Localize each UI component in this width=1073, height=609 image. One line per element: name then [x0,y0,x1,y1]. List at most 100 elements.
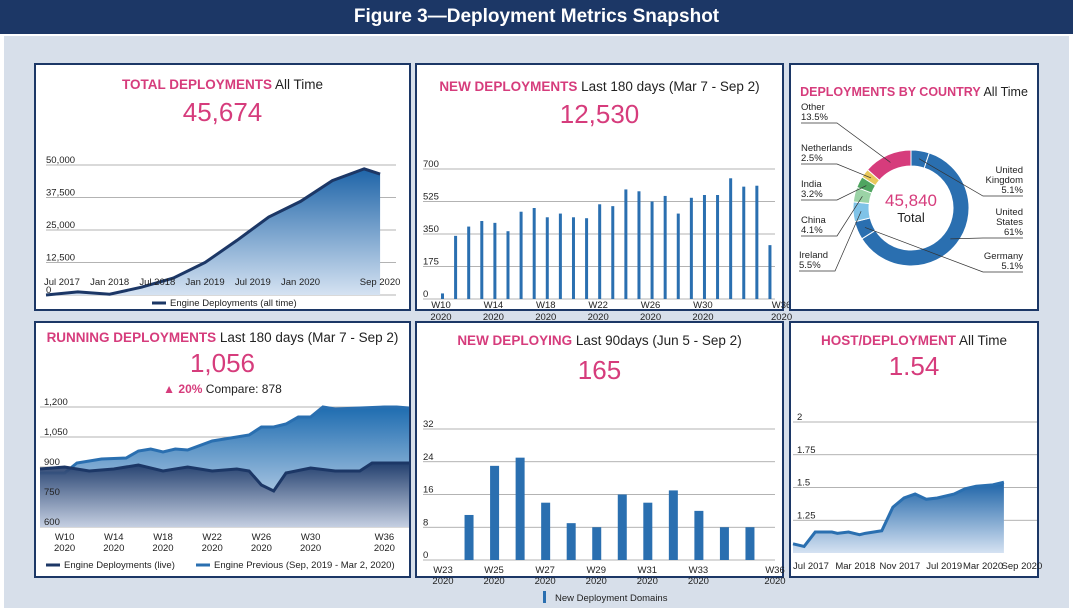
slice-label: China [801,215,827,226]
x-tick-label: W26 [641,300,661,311]
y-tick-label: 50,000 [46,155,75,166]
leader-line [918,158,1023,197]
donut-center-value: 45,840 [885,191,937,210]
y-tick-label: 175 [423,257,439,268]
x-tick-label: Jan 2019 [186,277,225,288]
bar [566,523,576,560]
series-line [40,405,410,475]
x-tick-label: 2020 [764,576,785,587]
new-deployments-value: 12,530 [559,99,640,129]
x-tick-label: W31 [638,565,658,576]
series-area [40,463,409,527]
x-tick-label: W18 [536,300,556,311]
bar [637,191,641,299]
x-tick-label: Jan 2020 [281,277,320,288]
x-tick-label: Sep 2020 [360,277,401,288]
bar [464,514,474,560]
x-tick-label: 2020 [152,543,173,554]
x-tick-label: 2020 [374,543,395,554]
new-deploying-panel: NEW DEPLOYING Last 90days (Jun 5 - Sep 2… [415,321,786,604]
x-tick-label: 2020 [483,312,504,323]
new-deploying-chart: 08162432W232020W252020W272020W292020W312… [423,419,786,604]
x-tick-label: W14 [484,300,504,311]
bar [541,502,551,560]
legend-label: Engine Deployments (all time) [170,298,297,309]
x-tick-label: Jul 2018 [139,277,175,288]
y-tick-label: 25,000 [46,220,75,231]
y-tick-label: 1.75 [797,445,816,456]
x-tick-label: 2020 [586,576,607,587]
x-tick-label: 2020 [432,576,453,587]
x-tick-label: W10 [55,532,75,543]
slice-pct: 4.1% [801,225,823,236]
x-tick-label: 2020 [54,543,75,554]
y-tick-label: 24 [423,452,434,463]
donut-center-label: Total [897,210,925,225]
total-deployments-chart: 0 12,500 25,000 37,500 50,000 Jul 2017 Jan 201… [44,155,401,309]
bar [617,494,627,560]
y-tick-label: 750 [44,487,60,498]
slice-pct: 2.5% [801,153,823,164]
host-deployment-panel: HOST/DEPLOYMENT All Time 1.54 1.25 1.5 1.7… [789,321,1042,578]
panel-title: NEW DEPLOYING Last 90days (Jun 5 - Sep 2… [417,333,782,348]
slice-label: Germany [984,251,1023,262]
x-tick-label: 2020 [251,543,272,554]
running-deployments-panel: RUNNING DEPLOYMENTS Last 180 days (Mar 7… [34,321,411,578]
panel-title-rest: Last 180 days (Mar 7 - Sep 2) [219,330,399,345]
panel-title-bold: NEW DEPLOYING [457,333,573,348]
y-tick-label: 12,500 [46,253,75,264]
slice-label: Kingdom [986,175,1024,186]
x-tick-label: W36 [765,565,785,576]
y-tick-label: 1,200 [44,397,68,408]
x-tick-label: W10 [431,300,451,311]
legend-label: New Deployment Domains [555,593,668,604]
x-tick-label: 2020 [103,543,124,554]
x-tick-label: W14 [104,532,124,543]
x-tick-label: W26 [252,532,272,543]
up-triangle-icon: ▲ [163,382,176,396]
bar [585,218,589,299]
series-line [45,167,381,297]
x-tick-label: 2020 [484,576,505,587]
slice-pct: 5.5% [799,260,821,271]
bar [467,226,471,299]
series-area [46,168,381,295]
x-tick-label: 2020 [202,543,223,554]
x-tick-label: W36 [375,532,395,543]
total-deployments-panel: TOTAL DEPLOYMENTS All Time 45,674 0 12,50… [34,63,411,311]
panel-title: DEPLOYMENTS BY COUNTRY All Time [791,85,1037,99]
x-tick-label: 2020 [430,312,451,323]
new-deployments-chart: 0175350525700W102020W142020W182020W22202… [423,159,792,342]
y-tick-label: 1.5 [797,478,810,489]
bar [519,211,523,299]
x-tick-label: 2020 [300,543,321,554]
x-tick-label: 2020 [640,312,661,323]
leader-line [864,227,1023,273]
y-tick-label: 700 [423,159,439,170]
leader-line [801,122,891,163]
bar [676,213,680,299]
dashboard: TOTAL DEPLOYMENTS All Time 45,674 0 12,50… [4,36,1069,608]
x-tick-label: 2020 [637,576,658,587]
x-tick-label: W22 [202,532,222,543]
slice-label: States [996,217,1023,228]
x-tick-label: Sep 2020 [1002,561,1043,572]
y-tick-label: 2 [797,412,802,423]
x-tick-label: 2020 [771,312,792,323]
x-tick-label: W27 [535,565,555,576]
x-tick-label: 2020 [588,312,609,323]
y-tick-label: 0 [46,285,51,296]
x-tick-label: Mar 2020 [963,561,1003,572]
compare-text: Compare: 878 [205,382,282,396]
y-tick-label: 8 [423,517,428,528]
bar [493,222,497,299]
slice-pct: 5.1% [1001,261,1023,272]
x-tick-label: W29 [586,565,606,576]
leader-line [801,185,867,201]
bar [592,527,602,560]
x-tick-label: Jul 2019 [235,277,271,288]
total-deployments-value: 45,674 [182,97,263,127]
x-tick-label: Jan 2018 [90,277,129,288]
x-tick-label: W25 [484,565,504,576]
panel-title-rest: All Time [983,85,1028,99]
